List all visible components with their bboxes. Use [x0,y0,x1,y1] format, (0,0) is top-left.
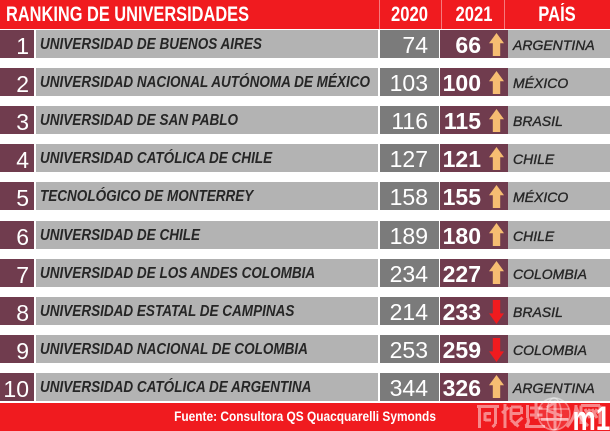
svg-text:m1: m1 [573,401,610,431]
